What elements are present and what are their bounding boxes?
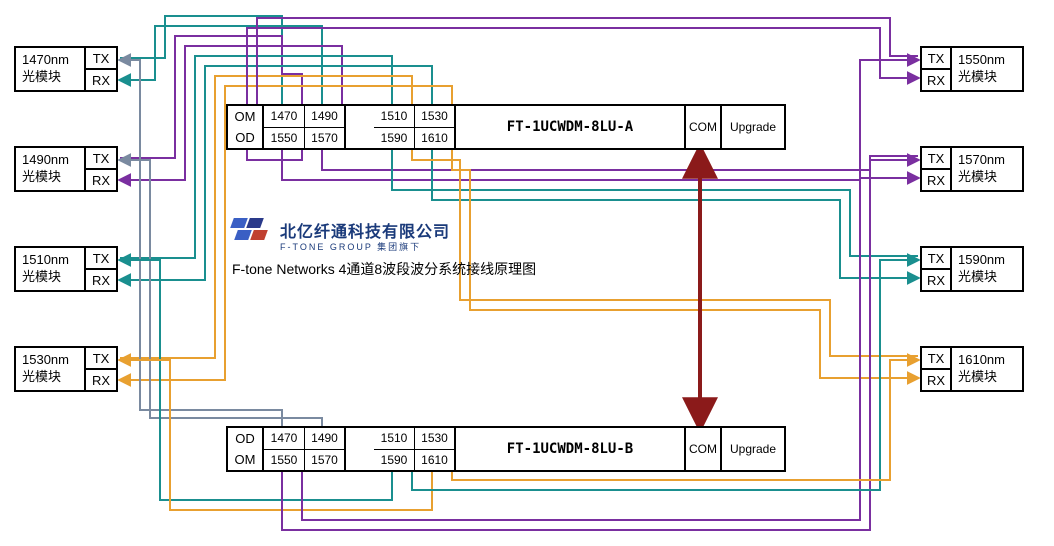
tx-port: TX [86,248,116,270]
left-module-1490nm: 1490nm光模块TXRX [14,146,118,192]
wdm-title: FT-1UCWDM-8LU-A [454,106,684,148]
wdm-upgrade-port: Upgrade [720,428,784,470]
wdm-unit-B: ODOM1470149015501570 1510153015901610FT-1… [226,426,786,472]
wdm-unit-A: OMOD1470149015501570 1510153015901610FT-1… [226,104,786,150]
diagram-caption: F-tone Networks 4通道8波段波分系统接线原理图 [232,259,632,279]
module-label: 1590nm光模块 [952,248,1022,290]
module-ports: TXRX [86,48,116,90]
brand-en: F-TONE GROUP 集团旗下 [280,240,632,253]
module-label: 1550nm光模块 [952,48,1022,90]
module-label: 1610nm光模块 [952,348,1022,390]
right-module-1570nm: TXRX1570nm光模块 [920,146,1024,192]
right-module-1590nm: TXRX1590nm光模块 [920,246,1024,292]
module-ports: TXRX [86,348,116,390]
tx-port: TX [922,348,950,370]
wdm-title: FT-1UCWDM-8LU-B [454,428,684,470]
wire [282,148,918,180]
left-module-1530nm: 1530nm光模块TXRX [14,346,118,392]
wire [282,160,918,530]
rx-port: RX [922,370,950,390]
tx-port: TX [86,48,116,70]
rx-port: RX [86,70,116,90]
wire [322,148,918,170]
module-ports: TXRX [86,148,116,190]
module-label: 1470nm光模块 [16,48,86,90]
left-module-1510nm: 1510nm光模块TXRX [14,246,118,292]
module-label: 1510nm光模块 [16,248,86,290]
wire [120,16,282,104]
wdm-side-labels: OMOD [228,106,262,148]
rx-port: RX [86,170,116,190]
rx-port: RX [922,170,950,190]
wdm-com-port: COM [684,428,720,470]
wdm-gap [344,428,374,470]
right-module-1550nm: TXRX1550nm光模块 [920,46,1024,92]
left-module-1470nm: 1470nm光模块TXRX [14,46,118,92]
module-ports: TXRX [922,148,952,190]
wdm-side-labels: ODOM [228,428,262,470]
tx-port: TX [922,48,950,70]
module-label: 1530nm光模块 [16,348,86,390]
wdm-com-port: COM [684,106,720,148]
wire [120,26,322,104]
tx-port: TX [922,248,950,270]
rx-port: RX [922,270,950,290]
tx-port: TX [86,348,116,370]
module-label: 1490nm光模块 [16,148,86,190]
module-ports: TXRX [922,348,952,390]
module-label: 1570nm光模块 [952,148,1022,190]
brand-block: 北亿纤通科技有限公司 F-TONE GROUP 集团旗下 F-tone Netw… [232,218,632,279]
tx-port: TX [86,148,116,170]
rx-port: RX [86,270,116,290]
brand-cn: 北亿纤通科技有限公司 [280,218,450,242]
tx-port: TX [922,148,950,170]
right-module-1610nm: TXRX1610nm光模块 [920,346,1024,392]
wdm-cells-1: 1470149015501570 [262,106,344,148]
wdm-upgrade-port: Upgrade [720,106,784,148]
module-ports: TXRX [86,248,116,290]
wdm-cells-2: 1510153015901610 [374,106,454,148]
module-ports: TXRX [922,248,952,290]
wdm-cells-2: 1510153015901610 [374,428,454,470]
rx-port: RX [86,370,116,390]
wdm-cells-1: 1470149015501570 [262,428,344,470]
module-ports: TXRX [922,48,952,90]
wdm-gap [344,106,374,148]
wire [120,160,322,426]
brand-logo-icon [232,218,272,242]
rx-port: RX [922,70,950,90]
